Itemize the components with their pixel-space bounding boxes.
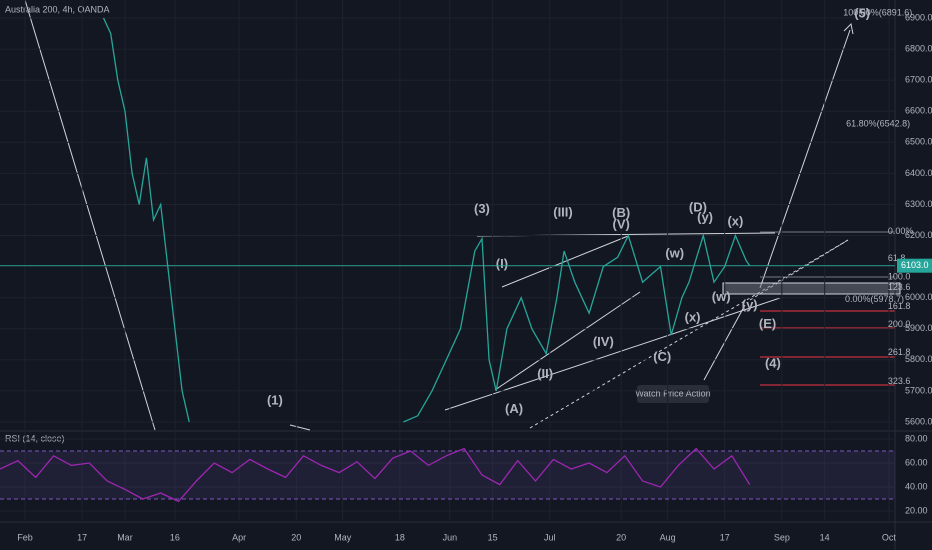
wave-label: (V) [613,216,630,231]
fib-label: 0.00% [888,226,914,236]
y-tick-label: 6000.0 [905,292,932,302]
callout-box [637,385,709,403]
x-tick-label: Mar [117,532,133,542]
x-tick-label: Apr [232,532,246,542]
wave-label: (w) [665,245,684,260]
y-tick-label: 40.00 [905,481,928,491]
x-tick-label: 20 [291,532,301,542]
dashed-line [529,239,849,429]
y-tick-label: 6300.0 [905,199,932,209]
wave-label: (4) [765,355,781,370]
wave-label: (1) [267,392,283,407]
wave-label: (E) [759,316,776,331]
x-tick-label: 15 [488,532,498,542]
trend-line [494,291,641,391]
x-tick-label: 18 [395,532,405,542]
fib-label: 161.8 [888,301,911,311]
wave-label: (5) [854,5,870,20]
y-tick-label: 5700.0 [905,385,932,395]
x-tick-label: Jun [443,532,458,542]
y-tick-label: 60.00 [905,457,928,467]
symbol-title: Australia 200, 4h, OANDA [5,4,110,14]
y-tick-label: 6600.0 [905,106,932,116]
fib-label: 200.0 [888,319,911,329]
wave-label: (B) [612,205,630,220]
arrow-line [759,29,851,289]
callout-text: Watch Price Action [635,388,710,398]
wave-label: (II) [537,366,553,381]
y-tick-label: 5900.0 [905,323,932,333]
x-tick-label: 17 [77,532,87,542]
arrow-head [843,22,854,35]
fib-label: 61.8 [888,253,906,263]
rsi-band [0,450,895,499]
x-tick-label: Oct [882,532,897,542]
wave-label: (A) [505,401,523,416]
x-tick-label: Feb [17,532,33,542]
wave-label: (I) [496,256,508,271]
y-tick-label: 5600.0 [905,416,932,426]
last-price-tag [897,258,932,273]
fib-zone [722,282,901,295]
fib-label: 123.6 [888,282,911,292]
series-line [0,447,751,503]
fib-label: 323.6 [888,376,911,386]
trend-line [24,0,156,431]
wave-label: (w) [712,289,731,304]
wave-label: (C) [653,349,671,364]
y-tick-label: 6800.0 [905,43,932,53]
fib-label: 100.0 [888,271,911,281]
y-tick-label: 5800.0 [905,354,932,364]
trend-line [501,235,629,288]
x-tick-label: Jul [544,532,556,542]
y-tick-label: 20.00 [905,505,928,515]
wave-label: (D) [689,199,707,214]
x-tick-label: 16 [170,532,180,542]
wave-label: (y) [697,209,713,224]
x-tick-label: 17 [720,532,730,542]
x-tick-label: 20 [616,532,626,542]
y-tick-label: 6500.0 [905,137,932,147]
wave-label: (III) [553,204,573,219]
x-tick-label: 14 [820,532,830,542]
fib-label: 261.8 [888,347,911,357]
wave-label: (3) [474,201,490,216]
x-tick-label: Aug [660,532,676,542]
y-tick-label: 6200.0 [905,230,932,240]
last-price-label: 6103.0 [901,260,929,270]
y-tick-label: 6700.0 [905,75,932,85]
y-tick-label: 6400.0 [905,168,932,178]
wave-label: (x) [727,213,743,228]
x-tick-label: Sep [774,532,790,542]
fib-label: 100.00%(6891.6) [843,8,912,18]
wave-label: (x) [685,309,701,324]
wave-label: (IV) [593,334,614,349]
fib-label: 0.00%(5978.7) [845,294,904,304]
wave-label: (y) [742,297,758,312]
y-tick-label: 6900.0 [905,12,932,22]
x-tick-label: May [334,532,352,542]
fib-levels [722,231,901,386]
y-tick-label: 80.00 [905,433,928,443]
fib-label: 61.80%(6542.8) [846,118,910,128]
series-line [102,17,751,423]
trend-line [289,424,311,431]
rsi-title: RSI (14, close) [5,433,65,443]
